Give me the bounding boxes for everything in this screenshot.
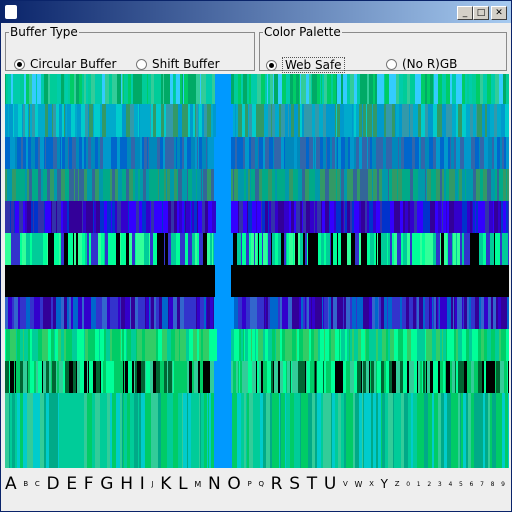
minimize-button[interactable]: _: [457, 6, 473, 20]
radio-label: Circular Buffer: [30, 57, 117, 71]
legend-character: M: [194, 479, 202, 489]
radio-label: (No R)GB: [402, 57, 458, 71]
stripe-band: [5, 137, 509, 169]
legend-character: B: [23, 480, 29, 488]
legend-character: G: [100, 474, 114, 494]
legend-character: 0: [406, 480, 411, 488]
legend-character: A: [5, 474, 17, 494]
legend-character: N: [207, 474, 221, 494]
legend-character: C: [34, 480, 40, 488]
buffer-type-group: Buffer Type Circular Buffer Shift Buffer: [5, 25, 255, 71]
stripe-band: [5, 329, 509, 361]
stripe-band: [5, 74, 509, 104]
stripe-band: [5, 169, 509, 201]
radio-option[interactable]: Web Safe: [266, 57, 345, 73]
legend-character: K: [160, 474, 172, 494]
legend-character: P: [247, 480, 252, 488]
legend-character: 2: [427, 480, 432, 488]
legend-character: W: [354, 479, 363, 489]
stripe-band: [5, 233, 509, 265]
legend-character: X: [369, 480, 374, 488]
stripe-band: [5, 201, 509, 233]
legend-character: Y: [380, 477, 389, 491]
maximize-button[interactable]: □: [473, 6, 489, 20]
legend-character: 3: [437, 480, 442, 488]
legend-character: J: [151, 480, 154, 488]
legend-character: H: [120, 474, 133, 494]
legend-character: E: [66, 474, 78, 494]
legend-character: F: [83, 474, 94, 494]
stripe-band: [5, 265, 509, 297]
legend-character: 6: [469, 480, 474, 488]
close-button[interactable]: ✕: [491, 6, 507, 20]
legend-character: 5: [458, 480, 463, 488]
legend-character: L: [178, 474, 188, 494]
legend-character: S: [289, 474, 300, 494]
radio-option[interactable]: Circular Buffer: [14, 57, 116, 71]
legend-character: 4: [448, 480, 453, 488]
radio-option[interactable]: Shift Buffer: [136, 57, 220, 71]
group-title: Buffer Type: [10, 25, 78, 39]
legend-character: V: [343, 480, 348, 488]
color-palette-group: Color Palette Web Safe (No R)GB: [259, 25, 507, 73]
legend-character: D: [46, 474, 60, 494]
visualization: [5, 74, 509, 468]
legend-character: O: [227, 474, 241, 494]
legend-character: 7: [480, 480, 484, 488]
legend-character: I: [139, 474, 145, 494]
legend-character: 9: [501, 480, 505, 488]
legend-character: U: [323, 474, 337, 494]
title-bar: _ □ ✕: [1, 1, 511, 23]
stripe-band: [5, 104, 509, 137]
legend-character: 1: [416, 480, 421, 488]
legend-character: Z: [394, 480, 400, 488]
stripe-band: [5, 297, 509, 329]
radio-label: Shift Buffer: [152, 57, 220, 71]
legend-character: R: [270, 474, 283, 494]
legend-character: 8: [490, 480, 495, 488]
stripe-band: [5, 393, 509, 468]
stripe-band: [5, 361, 509, 393]
legend-character: Q: [258, 480, 264, 488]
app-icon: [5, 5, 17, 19]
radio-label: Web Safe: [282, 57, 345, 73]
legend-character: T: [306, 474, 318, 494]
group-title: Color Palette: [264, 25, 341, 39]
radio-option[interactable]: (No R)GB: [386, 57, 457, 71]
